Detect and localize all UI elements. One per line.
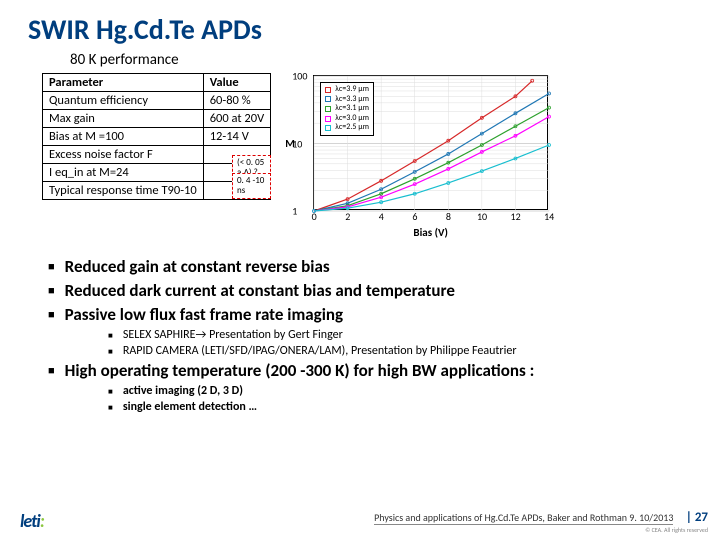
bullet-list: ■ Reduced gain at constant reverse bias ■…: [0, 244, 720, 416]
bullet-text: High operating temperature (200 -300 K) …: [65, 360, 535, 382]
bullet-icon: ■: [108, 384, 113, 400]
chart-legend: λc=3.9 µmλc=3.3 µmλc=3.1 µmλc=3.0 µmλc=2…: [320, 82, 374, 136]
xtick-label: 6: [412, 210, 417, 223]
footer-credit: Physics and applications of Hg.Cd.Te APD…: [374, 512, 673, 525]
bullet-text: Reduced gain at constant reverse bias: [65, 256, 330, 278]
sub-bullet-text: active imaging (2 D, 3 D): [123, 384, 243, 400]
bullet-icon: ■: [108, 344, 113, 360]
slide-title: SWIR Hg.Cd.Te APDs: [0, 0, 720, 51]
xtick-label: 0: [312, 210, 317, 223]
table-cell: 60-80 %: [203, 92, 270, 110]
xtick-label: 10: [477, 210, 487, 223]
ytick-label: 1: [292, 205, 307, 218]
page-number: | 27: [686, 510, 708, 525]
overlay-note-2: 0. 4 -10 ns: [232, 173, 271, 199]
slide-footer: Physics and applications of Hg.Cd.Te APD…: [374, 511, 708, 534]
legend-item: λc=2.5 µm: [325, 123, 369, 133]
table-cell: Bias at M =100: [43, 128, 204, 146]
copyright: © CEA. All rights reserved: [374, 527, 708, 534]
table-cell: 12-14 V: [203, 128, 270, 146]
xtick-label: 12: [511, 210, 521, 223]
table-cell: Excess noise factor F: [43, 146, 204, 164]
sub-bullet-text: SELEX SAPHIRE→ Presentation by Gert Fing…: [123, 328, 343, 344]
ytick-label: 100: [292, 70, 307, 83]
table-cell: Max gain: [43, 110, 204, 128]
gain-chart: M λc=3.9 µmλc=3.3 µmλc=3.1 µmλc=3.0 µmλc…: [279, 69, 569, 244]
bullet-icon: ■: [108, 400, 113, 416]
bullet-icon: ■: [48, 256, 55, 278]
table-cell: I eq_in at M=24: [43, 164, 204, 182]
bullet-icon: ■: [48, 360, 55, 382]
table-header: Parameter: [43, 74, 204, 92]
table-cell: Quantum efficiency: [43, 92, 204, 110]
xtick-label: 2: [345, 210, 350, 223]
table-header: Value: [203, 74, 270, 92]
chart-xlabel: Bias (V): [413, 226, 448, 239]
sub-bullet-text: single element detection …: [123, 400, 257, 416]
xtick-label: 8: [446, 210, 451, 223]
sub-bullet-text: RAPID CAMERA (LETI/SFD/IPAG/ONERA/LAM), …: [123, 344, 517, 360]
bullet-text: Passive low flux fast frame rate imaging: [65, 304, 343, 326]
xtick-label: 14: [544, 210, 554, 223]
bullet-icon: ■: [48, 304, 55, 326]
leti-logo: leti:: [20, 510, 44, 532]
xtick-label: 4: [379, 210, 384, 223]
ytick-label: 10: [292, 137, 307, 150]
bullet-icon: ■: [108, 328, 113, 344]
bullet-icon: ■: [48, 280, 55, 302]
content-row: Parameter Value Quantum efficiency60-80 …: [0, 73, 720, 244]
parameter-table-block: Parameter Value Quantum efficiency60-80 …: [42, 73, 271, 244]
sub-bullet-list: ■ SELEX SAPHIRE→ Presentation by Gert Fin…: [48, 328, 690, 360]
chart-canvas: λc=3.9 µmλc=3.3 µmλc=3.1 µmλc=3.0 µmλc=2…: [313, 75, 548, 210]
table-cell: Typical response time T90-10: [43, 182, 204, 200]
table-cell: 600 at 20V: [203, 110, 270, 128]
sub-bullet-list-2: ■ active imaging (2 D, 3 D) ■ single eleme…: [48, 384, 690, 416]
slide-subtitle: 80 K performance: [0, 51, 720, 69]
bullet-text: Reduced dark current at constant bias an…: [65, 280, 455, 302]
